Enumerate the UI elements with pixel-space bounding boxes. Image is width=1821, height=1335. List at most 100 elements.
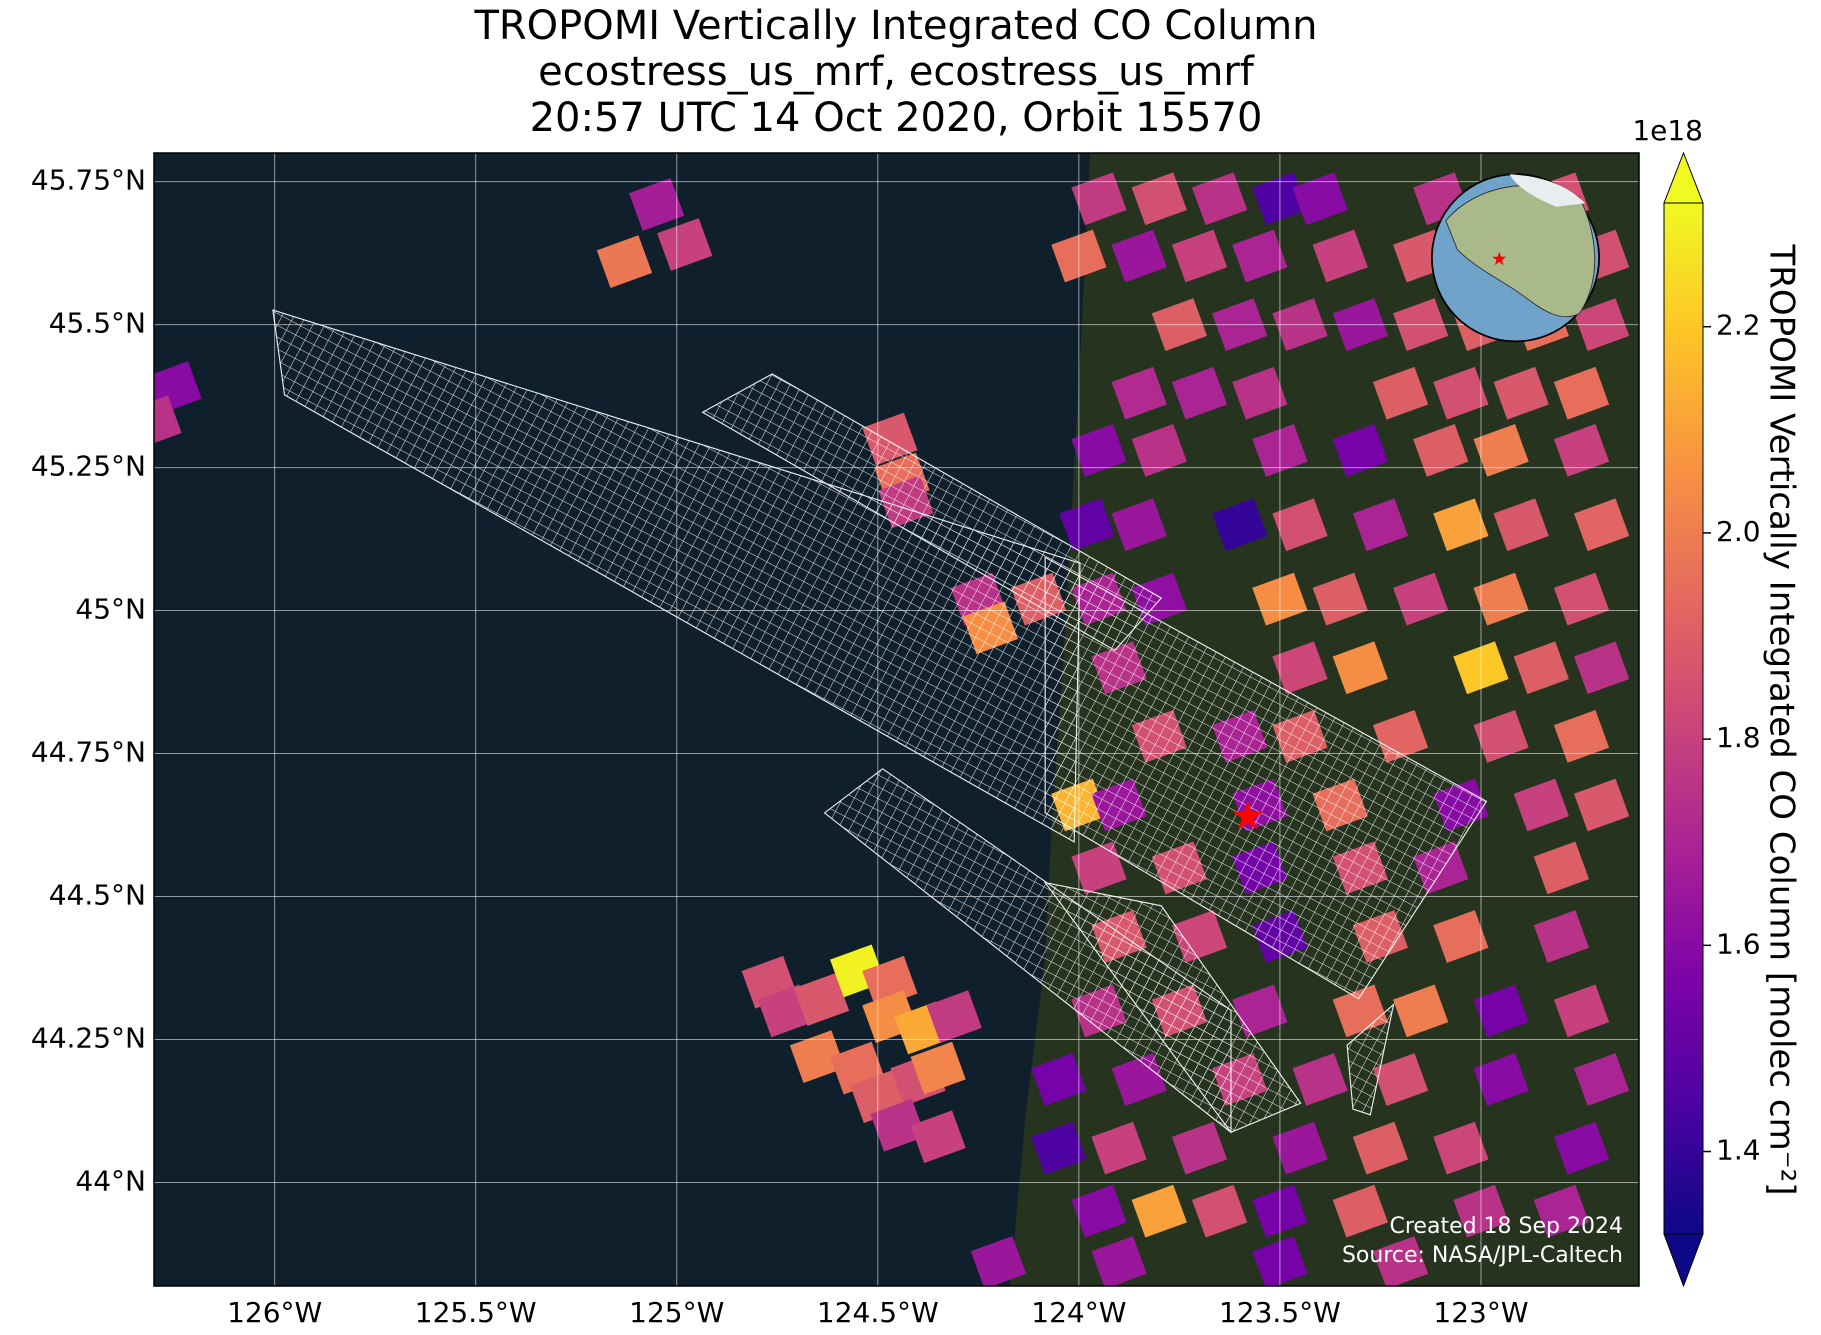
co-cell xyxy=(1553,366,1610,420)
co-cell xyxy=(596,235,653,289)
co-cell xyxy=(1372,1053,1429,1106)
marker-layer: ★ xyxy=(1230,793,1266,839)
footer-text: Created 18 Sep 2024 xyxy=(1390,1214,1624,1239)
co-cell xyxy=(1553,424,1610,477)
co-cell xyxy=(1433,1121,1489,1175)
co-cell xyxy=(1071,1184,1127,1238)
co-cell xyxy=(1031,1053,1087,1106)
swath xyxy=(1044,556,1488,1000)
co-cell xyxy=(1071,172,1127,226)
colorbar-frame xyxy=(1663,202,1704,1235)
co-cell xyxy=(1393,572,1449,626)
co-cell xyxy=(1131,1184,1187,1238)
co-cell xyxy=(1111,229,1167,283)
co-cell xyxy=(1111,498,1167,552)
swath xyxy=(272,309,1081,843)
y-tick-label: 44.75°N xyxy=(31,736,146,769)
y-tick-label: 45.25°N xyxy=(31,450,146,483)
colorbar-extend-bottom xyxy=(1663,1233,1704,1288)
co-cell xyxy=(1393,984,1449,1038)
co-cell xyxy=(1493,366,1549,420)
co-cell xyxy=(1573,1053,1630,1106)
co-cell xyxy=(1513,778,1569,832)
co-cell xyxy=(1413,424,1469,477)
co-cell xyxy=(1352,1121,1409,1175)
co-cell xyxy=(1332,1184,1388,1238)
co-cell xyxy=(1553,709,1610,763)
y-tick-label: 44°N xyxy=(75,1164,146,1197)
co-cell xyxy=(1473,572,1529,626)
y-tick-label: 45.75°N xyxy=(31,164,146,197)
co-cell xyxy=(1433,498,1489,552)
co-cell xyxy=(1131,424,1187,477)
co-cell xyxy=(629,178,685,231)
co-cell xyxy=(1573,778,1630,832)
co-cell xyxy=(1372,1236,1429,1286)
colorbar-body xyxy=(1664,203,1703,1234)
title: TROPOMI Vertically Integrated CO Column … xyxy=(473,3,1317,141)
co-cell xyxy=(1232,366,1288,420)
co-cell xyxy=(1292,1053,1348,1106)
co-cell xyxy=(1553,572,1610,626)
co-cell xyxy=(1191,1184,1248,1238)
colorbar-extend-top xyxy=(1663,151,1704,204)
swath xyxy=(1346,1002,1395,1116)
co-cell xyxy=(1171,229,1228,283)
co-cell xyxy=(970,1236,1027,1286)
co-cell xyxy=(1292,172,1348,226)
x-tick-label: 126°W xyxy=(227,1296,322,1329)
co-cell xyxy=(1212,498,1268,552)
colorbar-tick-label: 2.0 xyxy=(1716,515,1761,548)
co-cell xyxy=(1493,498,1549,552)
target-marker: ★ xyxy=(1230,793,1266,839)
co-cell xyxy=(910,1110,966,1164)
co-cell xyxy=(1272,498,1328,552)
co-cell xyxy=(1232,229,1288,283)
plot-frame xyxy=(153,152,1640,1287)
co-cell xyxy=(657,218,713,271)
co-cell xyxy=(1071,841,1127,895)
footer-text: Source: NASA/JPL-Caltech xyxy=(1342,1243,1623,1268)
x-tick-label: 125°W xyxy=(629,1296,724,1329)
x-tick-label: 123°W xyxy=(1433,1296,1528,1329)
y-tick-label: 45°N xyxy=(75,593,146,626)
co-cell xyxy=(1272,1121,1328,1175)
co-cell xyxy=(1473,709,1529,763)
svg-text:★: ★ xyxy=(1491,249,1508,270)
co-cell xyxy=(1111,366,1167,420)
co-cell xyxy=(910,1041,966,1095)
co-cell xyxy=(1312,229,1368,283)
colorbar-tick-label: 2.2 xyxy=(1716,309,1761,342)
co-cell xyxy=(1513,641,1569,695)
co-cell xyxy=(154,395,182,449)
co-cell xyxy=(1533,1184,1590,1238)
colorbar-label: TROPOMI Vertically Integrated CO Column … xyxy=(1762,243,1802,1195)
co-cell xyxy=(1272,641,1328,695)
colorbar-tick-label: 1.4 xyxy=(1716,1134,1761,1167)
co-cell xyxy=(1071,424,1127,477)
co-cell xyxy=(1473,1053,1529,1106)
title-line: TROPOMI Vertically Integrated CO Column xyxy=(473,3,1317,49)
co-cell xyxy=(1372,366,1429,420)
co-cell xyxy=(1573,498,1630,552)
colorbar-tick-label: 1.8 xyxy=(1716,721,1761,754)
co-cell xyxy=(926,990,982,1043)
swath xyxy=(1043,881,1302,1133)
title-line: 20:57 UTC 14 Oct 2020, Orbit 15570 xyxy=(530,95,1263,141)
co-cell xyxy=(1312,572,1368,626)
co-cell xyxy=(1352,498,1409,552)
y-tick-label: 44.25°N xyxy=(31,1021,146,1054)
co-cell xyxy=(870,1098,926,1152)
co-cell xyxy=(1433,910,1489,963)
co-cell xyxy=(1533,910,1590,963)
colorbar-scale: 1e18 xyxy=(1632,114,1703,147)
co-cell xyxy=(1091,1121,1147,1175)
co-cell xyxy=(1191,172,1248,226)
co-cell xyxy=(1171,366,1228,420)
co-cell xyxy=(1171,1121,1228,1175)
co-cell xyxy=(1031,1121,1087,1175)
co-cell xyxy=(1553,984,1610,1038)
y-tick-label: 45.5°N xyxy=(49,307,146,340)
title-line: ecostress_us_mrf, ecostress_us_mrf xyxy=(538,49,1255,95)
